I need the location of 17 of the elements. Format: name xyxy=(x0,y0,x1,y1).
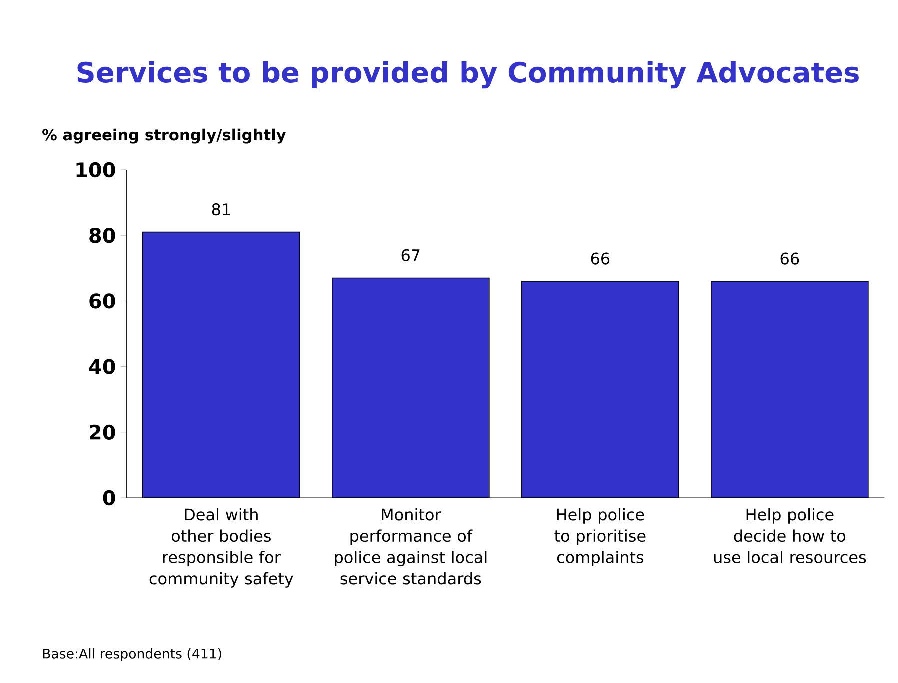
x-tick-label: Monitor performance of police against local service standards xyxy=(335,508,487,585)
x-tick-label: Help police decide how to use local resources xyxy=(714,508,866,564)
y-tick-label: 0 xyxy=(103,490,116,506)
data-label: 66 xyxy=(780,252,800,265)
y-tick-label: 100 xyxy=(76,162,116,178)
x-tick-label: Help police to prioritise complaints xyxy=(554,508,646,567)
text: Base:All respondents (411) xyxy=(43,648,222,662)
y-tick-label: 60 xyxy=(90,294,116,309)
y-tick-label: 40 xyxy=(89,359,116,374)
chart-title: Services to be provided by Community Advocates xyxy=(78,61,859,89)
data-label: 66 xyxy=(591,252,610,265)
y-axis-title: % agreeing strongly/slightly xyxy=(42,128,286,144)
y-tick-label: 20 xyxy=(90,424,116,440)
x-tick-label: Deal with other bodies responsible for community safety xyxy=(150,508,294,588)
data-label: 67 xyxy=(402,249,420,262)
data-label: 81 xyxy=(212,204,230,216)
y-tick-label: 80 xyxy=(90,228,116,244)
